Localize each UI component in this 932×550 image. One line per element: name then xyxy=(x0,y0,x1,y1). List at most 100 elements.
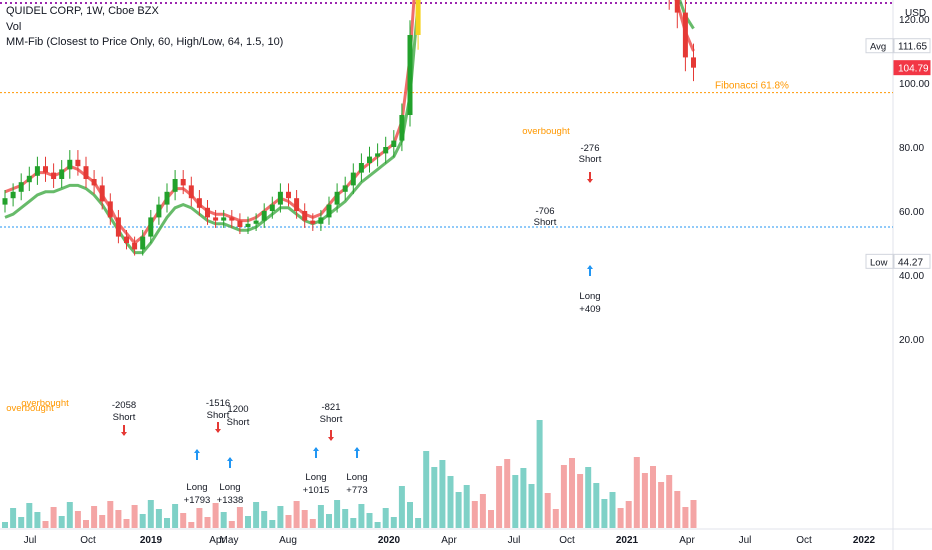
volume-bar xyxy=(236,507,243,528)
volume-legend[interactable]: Vol xyxy=(6,21,22,33)
candle-body[interactable] xyxy=(124,236,129,243)
candle-body[interactable] xyxy=(326,204,332,218)
candle-body[interactable] xyxy=(91,179,97,186)
candle-body[interactable] xyxy=(180,179,186,186)
candle-body[interactable] xyxy=(342,185,348,192)
volume-bar xyxy=(99,515,106,528)
candle-body[interactable] xyxy=(302,211,308,221)
candle-body[interactable] xyxy=(83,166,89,179)
signal-annotation: Short xyxy=(227,417,250,428)
volume-bar xyxy=(204,517,211,528)
volume-bar xyxy=(625,501,632,528)
volume-bar xyxy=(415,518,422,528)
candle-body[interactable] xyxy=(2,198,8,205)
time-tick: Jul xyxy=(508,535,521,546)
candle-body[interactable] xyxy=(156,204,162,218)
candle-body[interactable] xyxy=(261,211,267,221)
candle-body[interactable] xyxy=(253,220,259,224)
signal-annotation: Short xyxy=(207,410,230,421)
candle-body[interactable] xyxy=(51,172,57,179)
candle-body[interactable] xyxy=(59,169,65,179)
candle-body[interactable] xyxy=(164,191,170,205)
candle-body[interactable] xyxy=(188,185,194,199)
candle-body[interactable] xyxy=(294,198,300,211)
candle-body[interactable] xyxy=(691,57,696,68)
candle-body[interactable] xyxy=(415,0,421,35)
volume-bar xyxy=(115,510,122,528)
candle-body[interactable] xyxy=(75,159,81,167)
candle-body[interactable] xyxy=(674,0,680,13)
candle-body[interactable] xyxy=(245,223,251,227)
signal-annotation: +1793 xyxy=(184,495,211,506)
long-arrow-icon xyxy=(587,265,593,269)
volume-bar xyxy=(74,511,81,528)
symbol-title[interactable]: QUIDEL CORP, 1W, Cboe BZX xyxy=(6,5,159,17)
signal-annotation: Long xyxy=(219,482,240,493)
candle-body[interactable] xyxy=(115,217,121,237)
volume-bar xyxy=(326,514,332,528)
volume-bar xyxy=(463,485,470,528)
signal-annotation: +773 xyxy=(346,485,367,496)
time-tick: Oct xyxy=(80,535,96,546)
candle-body[interactable] xyxy=(277,191,283,205)
volume-bar xyxy=(253,502,260,528)
signal-annotation: Long xyxy=(305,472,326,483)
candle-body[interactable] xyxy=(286,191,291,199)
signal-annotation: Long xyxy=(346,472,367,483)
volume-bar xyxy=(536,420,543,528)
volume-bar xyxy=(228,521,235,528)
candle-body[interactable] xyxy=(196,198,202,208)
candle-body[interactable] xyxy=(107,201,113,218)
candle-body[interactable] xyxy=(34,166,40,176)
indicator-legend[interactable]: MM-Fib (Closest to Price Only, 60, High/… xyxy=(6,36,284,48)
volume-bar xyxy=(269,520,276,528)
candle-body[interactable] xyxy=(269,204,275,211)
volume-bar xyxy=(91,506,98,528)
candle-body[interactable] xyxy=(334,191,340,205)
candle-body[interactable] xyxy=(310,220,316,224)
signal-annotation: overbought xyxy=(6,403,54,414)
candle-body[interactable] xyxy=(318,217,324,224)
candle-body[interactable] xyxy=(99,185,105,202)
candle-body[interactable] xyxy=(407,35,413,115)
candle-body[interactable] xyxy=(205,207,210,218)
candle-body[interactable] xyxy=(172,179,178,192)
candle-body[interactable] xyxy=(367,156,372,163)
candle-body[interactable] xyxy=(10,191,16,199)
candle-body[interactable] xyxy=(148,217,154,237)
low-tag xyxy=(865,253,894,269)
candle-body[interactable] xyxy=(383,147,389,154)
last-price-badge xyxy=(893,60,931,76)
volume-bar xyxy=(277,506,284,528)
candle-body[interactable] xyxy=(43,166,48,173)
volume-bar xyxy=(18,517,25,528)
candle-body[interactable] xyxy=(26,175,32,183)
candle-body[interactable] xyxy=(350,172,356,186)
candle-body[interactable] xyxy=(358,163,364,173)
candle-body[interactable] xyxy=(399,115,405,141)
candle-body[interactable] xyxy=(18,182,24,192)
candle-body[interactable] xyxy=(221,217,227,221)
candle-body[interactable] xyxy=(67,159,73,170)
volume-bar xyxy=(261,511,268,528)
candle-body[interactable] xyxy=(132,243,138,250)
candle-body[interactable] xyxy=(682,12,688,58)
time-tick: 2020 xyxy=(378,535,401,546)
candle-body[interactable] xyxy=(237,220,243,227)
volume-bar xyxy=(504,459,511,528)
candle-body[interactable] xyxy=(375,153,381,157)
volume-bar xyxy=(188,522,195,528)
volume-bar xyxy=(658,482,665,528)
volume-bar xyxy=(42,521,49,528)
candle-body[interactable] xyxy=(140,236,146,250)
signal-annotation: overbought xyxy=(522,126,570,137)
candle-body[interactable] xyxy=(391,140,397,147)
volume-bar xyxy=(245,516,251,528)
volume-bar xyxy=(26,503,33,528)
candle-body[interactable] xyxy=(229,217,235,221)
volume-bar xyxy=(50,507,57,528)
time-tick: Apr xyxy=(441,535,457,546)
signal-annotation: Short xyxy=(579,154,602,165)
candle-body[interactable] xyxy=(213,217,219,221)
